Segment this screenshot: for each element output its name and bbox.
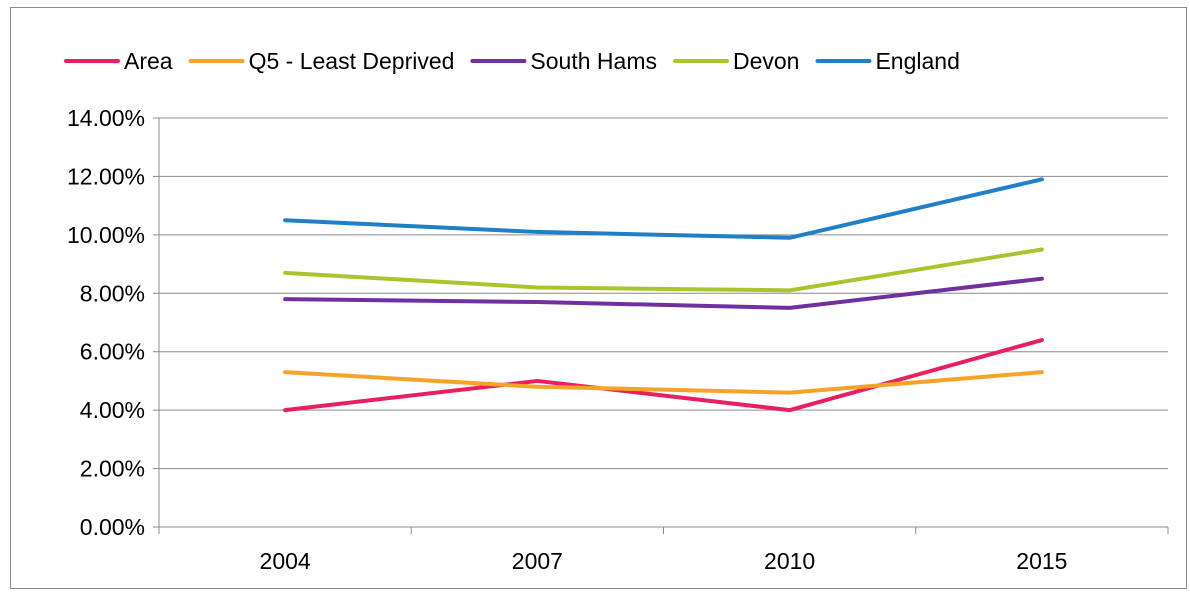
legend-item: Devon	[672, 48, 799, 74]
series-line-england	[283, 177, 1044, 240]
axes	[153, 117, 1169, 534]
x-tick-label: 2007	[512, 548, 563, 574]
x-tick-label: 2004	[260, 548, 311, 574]
chart-legend: Area Q5 - Least Deprived South Hams Devon En…	[64, 48, 960, 74]
series-line-q5-least-deprived	[283, 370, 1044, 395]
y-tick-label: 0.00%	[80, 514, 145, 540]
y-tick-label: 2.00%	[80, 456, 145, 482]
y-tick-label: 12.00%	[67, 163, 145, 189]
gridlines	[159, 117, 1168, 470]
legend-label: Q5 - Least Deprived	[249, 48, 455, 74]
legend-label: England	[875, 48, 959, 74]
x-tick-label: 2010	[764, 548, 815, 574]
series-line-area	[283, 338, 1044, 413]
y-axis-ticks: 0.00% 2.00% 4.00% 6.00% 8.00% 10.00% 12.00% 14.…	[67, 105, 145, 540]
legend-item: South Hams	[470, 48, 657, 74]
series-line-devon	[283, 247, 1044, 293]
series-line-south-hams	[283, 276, 1044, 310]
chart-container: Area Q5 - Least Deprived South Hams Devon En…	[10, 7, 1187, 589]
y-tick-label: 8.00%	[80, 280, 145, 306]
line-chart: Area Q5 - Least Deprived South Hams Devon En…	[64, 48, 1169, 574]
y-tick-label: 10.00%	[67, 222, 145, 248]
legend-item: England	[815, 48, 960, 74]
legend-label: Devon	[733, 48, 799, 74]
y-tick-label: 14.00%	[67, 105, 145, 131]
x-tick-label: 2015	[1016, 548, 1067, 574]
y-tick-label: 4.00%	[80, 397, 145, 423]
y-tick-label: 6.00%	[80, 339, 145, 365]
legend-label: South Hams	[530, 48, 657, 74]
legend-label: Area	[124, 48, 173, 74]
legend-item: Area	[64, 48, 173, 74]
legend-item: Q5 - Least Deprived	[188, 48, 455, 74]
x-axis-ticks: 2004 2007 2010 2015	[260, 548, 1068, 574]
series-lines	[283, 177, 1044, 413]
